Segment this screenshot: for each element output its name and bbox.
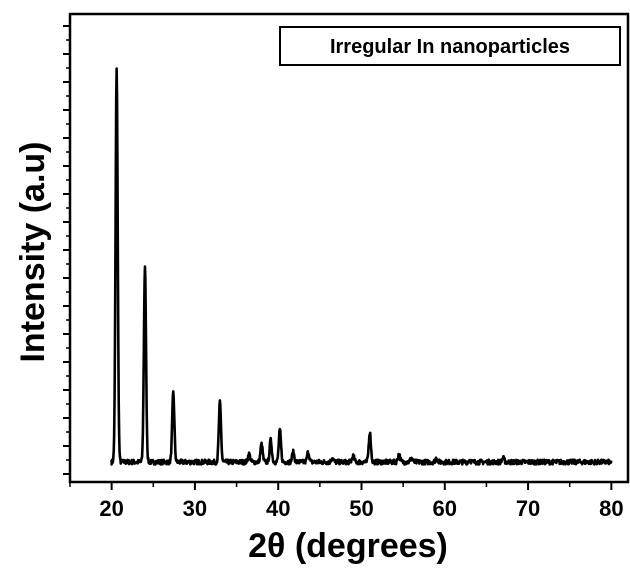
x-axis-ticks: 20 30 40 50 60 70 80 xyxy=(69,482,624,521)
plot-frame xyxy=(68,12,630,484)
legend: Irregular In nanoparticles xyxy=(279,26,621,66)
x-axis-label: 2θ (degrees) xyxy=(248,527,448,565)
x-tick-label: 50 xyxy=(349,496,373,521)
x-tick-label: 40 xyxy=(266,496,290,521)
y-axis-label: Intensity (a.u) xyxy=(14,141,52,362)
x-tick-label: 20 xyxy=(99,496,123,521)
x-tick-label: 30 xyxy=(183,496,207,521)
legend-box xyxy=(279,26,621,66)
x-tick-label: 60 xyxy=(433,496,457,521)
series-line xyxy=(110,67,613,466)
legend-series-label: Irregular In nanoparticles xyxy=(330,36,570,58)
x-tick-label: 70 xyxy=(516,496,540,521)
x-tick-label: 80 xyxy=(599,496,623,521)
y-axis-ticks xyxy=(63,25,70,475)
